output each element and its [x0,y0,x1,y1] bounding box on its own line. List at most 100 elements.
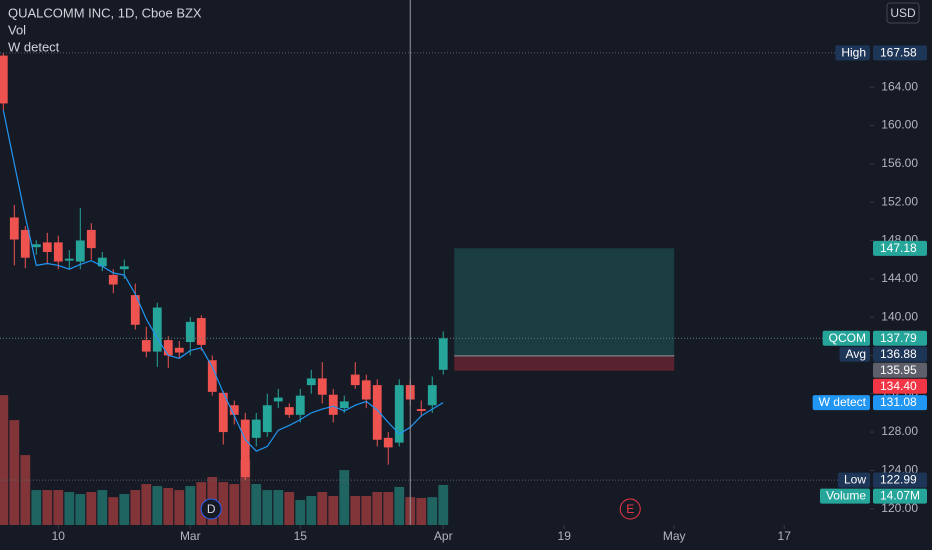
candle-body [108,274,118,285]
volume-bar [42,490,53,525]
candle-body [229,405,239,415]
price-label-box [873,378,927,394]
price-label-name-box [822,330,870,346]
price-label: 14.07M [880,489,920,503]
x-tick-label: 15 [294,529,308,543]
price-label-name-box [835,45,870,61]
price-label: 147.18 [880,241,917,255]
legend-volume: Vol [8,22,26,37]
price-label-name-box [812,395,870,411]
volume-bar [240,459,251,525]
y-tick-label: 128.00 [881,424,918,438]
candle-body [53,242,63,262]
currency-button[interactable] [886,2,920,24]
candle-body [394,385,404,443]
price-label-box [873,488,927,504]
target-zone [454,248,675,356]
y-tick-label: 140.00 [881,309,918,323]
volume-bar [251,484,262,525]
volume-bar [427,497,438,525]
price-label-name: W detect [819,395,867,409]
candle-body [350,374,360,386]
candle-body [438,338,448,370]
candle-body [9,217,19,240]
x-tick-label: Mar [180,529,201,543]
volume-bar [75,494,86,525]
y-tick-label: 156.00 [881,156,918,170]
price-label-box [873,45,927,61]
volume-bar [284,492,295,525]
volume-bar [130,490,141,525]
candle-body [339,401,349,409]
price-label: 122.99 [880,473,917,487]
volume-bar [108,497,119,525]
volume-bar [339,470,350,525]
price-label-box [873,346,927,362]
y-tick-label: 144.00 [881,271,918,285]
volume-bar [229,484,240,525]
volume-bar [20,455,31,525]
x-tick-label: May [663,529,686,543]
x-tick-label: 17 [778,529,792,543]
volume-bar [119,494,130,525]
candle-body [295,395,305,415]
candle-body [284,407,294,415]
volume-bar [383,492,394,525]
volume-bar [273,490,284,525]
volume-bar [64,492,75,525]
candle-body [42,242,52,252]
volume-bar [163,488,174,525]
price-label-box [873,472,927,488]
candle-body [427,385,437,406]
x-tick-label: 10 [52,529,66,543]
candle-body [196,318,206,345]
candle-body [328,394,338,415]
volume-bar [185,486,196,525]
chart-title: QUALCOMM INC, 1D, Cboe BZX [8,5,202,20]
candle-body [218,392,228,433]
y-tick-label: 152.00 [881,194,918,208]
price-label: 167.58 [880,46,917,60]
volume-bar [196,482,207,525]
volume-bar [152,486,163,525]
candle-body [130,295,140,325]
y-tick-label: 164.00 [881,79,918,93]
candle-body [262,405,272,433]
price-label-box [873,362,927,378]
volume-bar [306,496,317,525]
volume-bar [141,484,152,525]
price-label: 137.79 [880,331,917,345]
y-tick-label: 160.00 [881,118,918,132]
candle-body [372,385,382,440]
candle-body [64,258,74,261]
currency[interactable]: USD [890,6,916,20]
price-label-name: Avg [846,347,866,361]
volume-bar [218,482,229,525]
volume-bar [9,420,20,525]
legend-indicator: W detect [8,39,60,54]
candle-body [141,340,151,352]
price-label-name-box [839,346,870,362]
candle-body [383,437,393,448]
candle-body [185,321,195,343]
volume-bar [394,486,405,525]
event-marker [619,498,641,520]
volume-bar [262,490,273,525]
price-label: 136.88 [880,347,917,361]
candle-body [97,257,107,267]
volume-bar [328,496,339,525]
price-label: 131.08 [880,395,917,409]
price-label-box [873,330,927,346]
price-label: 134.40 [880,379,917,393]
volume-bar [31,490,42,525]
price-label-box [873,240,927,256]
price-label-name-box [837,472,870,488]
candle-body [240,419,250,478]
x-tick-label: 19 [558,529,572,543]
candle-body [306,378,316,386]
volume-bar [350,496,361,525]
volume-bar [0,395,9,525]
